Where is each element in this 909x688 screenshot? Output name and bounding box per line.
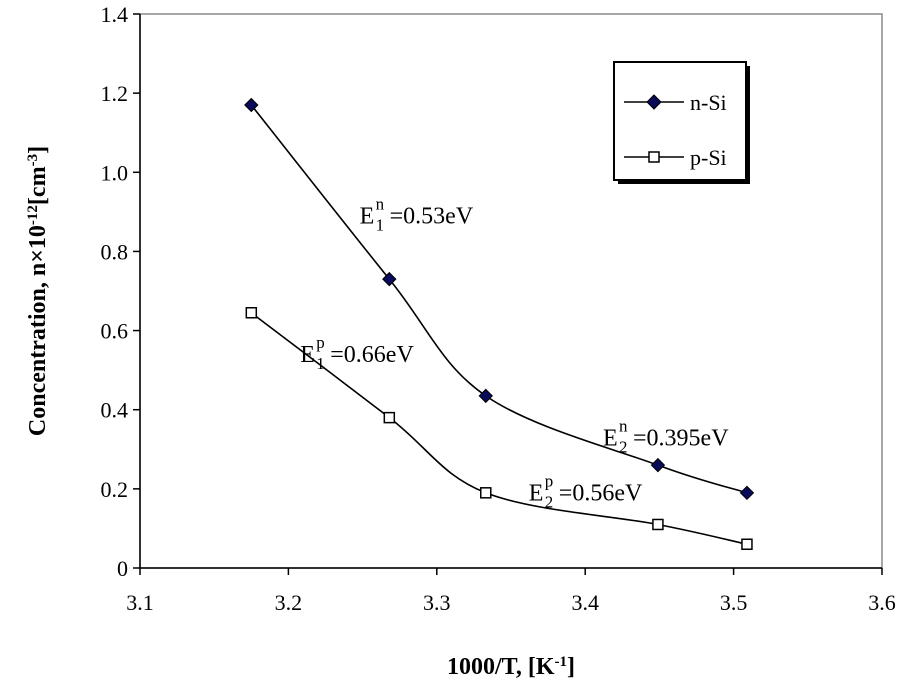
x-tick-label: 3.6 [868, 590, 896, 615]
annotation-sub: 1 [376, 216, 385, 235]
annotation-main: E [603, 425, 618, 451]
data-point-p-si [383, 411, 396, 424]
y-tick-label: 0.2 [101, 477, 129, 502]
x-axis-title-sup: -1 [555, 654, 568, 670]
legend-label-p-si: p-Si [690, 145, 727, 170]
data-point-n-si [382, 271, 397, 287]
annotation-sup: n [619, 416, 628, 435]
annotation-value: =0.53eV [390, 204, 474, 230]
y-tick-label: 0.4 [101, 398, 129, 423]
annotation-main: E [360, 204, 375, 230]
data-point-n-si [739, 485, 755, 501]
y-axis-title-sup2: -3 [25, 154, 41, 167]
annotation-sup: p [316, 333, 325, 352]
annotation-value: =0.66eV [330, 342, 414, 368]
y-axis-title: Concentration, n×10-12[cm-3] [25, 146, 51, 436]
legend-marker-n-si [646, 94, 662, 110]
annotation-sub: 2 [619, 437, 628, 456]
y-tick-label: 0 [117, 556, 128, 581]
data-point-n-si [244, 97, 259, 113]
annotation-value: =0.395eV [633, 425, 729, 451]
plot-area [139, 13, 883, 569]
x-ticks: 3.1 3.2 3.3 3.4 3.5 3.6 [126, 568, 896, 615]
annotation-main: E [529, 481, 544, 507]
series-line-n-si [250, 104, 748, 494]
y-tick-label: 1.4 [101, 2, 129, 27]
legend: n-Si p-Si [613, 61, 750, 184]
legend-box [613, 61, 747, 181]
data-point-n-si [650, 457, 666, 473]
series-layer [244, 97, 755, 551]
y-axis-title-sup1: -12 [25, 205, 41, 225]
y-tick-label: 1.2 [101, 81, 129, 106]
annotation-value: =0.56eV [559, 481, 643, 507]
legend-marker-p-si [648, 151, 660, 163]
legend-label-n-si: n-Si [690, 90, 727, 115]
data-point-p-si [480, 487, 492, 499]
annotation-sub: 2 [545, 493, 554, 512]
y-tick-label: 0.8 [101, 239, 129, 264]
data-point-n-si [478, 388, 493, 404]
x-tick-label: 3.1 [126, 590, 154, 615]
data-point-p-si [652, 518, 664, 531]
annotation-sup: n [376, 195, 385, 214]
x-tick-label: 3.5 [720, 590, 748, 615]
x-tick-label: 3.3 [423, 590, 451, 615]
y-tick-label: 0.6 [101, 319, 129, 344]
y-ticks: 0 0.2 0.4 0.6 0.8 1.0 1.2 1.4 [101, 2, 140, 581]
annotation-sup: p [545, 472, 554, 491]
y-tick-label: 1.0 [101, 160, 129, 185]
data-point-p-si [741, 538, 753, 551]
data-point-p-si [245, 307, 258, 319]
x-tick-label: 3.2 [275, 590, 303, 615]
x-tick-label: 3.4 [571, 590, 599, 615]
annotation-main: E [300, 342, 315, 368]
annotation-sub: 1 [316, 354, 325, 373]
x-axis-title: 1000/T, [K-1] [447, 654, 575, 680]
